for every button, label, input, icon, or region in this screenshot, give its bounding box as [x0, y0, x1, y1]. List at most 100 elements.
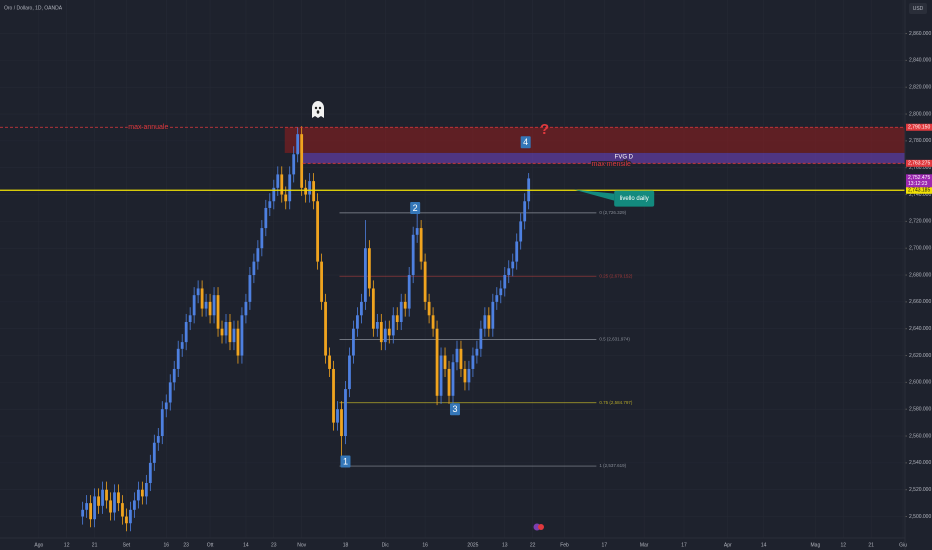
candle-body — [236, 328, 240, 356]
x-tick-label: 21 — [868, 542, 874, 548]
y-tick-label: 2,840.000 — [909, 58, 931, 64]
candle-body — [471, 355, 475, 369]
currency-box[interactable] — [909, 3, 927, 14]
candle-body — [140, 489, 144, 497]
candle-body — [423, 261, 427, 302]
candle-body — [85, 503, 89, 510]
ghost-body — [312, 101, 324, 118]
zone-label: FVG D — [615, 155, 634, 161]
candle-body — [523, 201, 527, 222]
price-tag — [906, 123, 932, 131]
candle-body — [240, 315, 244, 356]
y-tick-label: 2,600.000 — [909, 380, 931, 386]
x-tick-label: 2025 — [467, 542, 478, 548]
candle-body — [121, 503, 124, 517]
candle-body — [447, 368, 451, 396]
candle-body — [375, 321, 379, 329]
x-tick-label: Mag — [811, 542, 821, 548]
x-tick-label: 23 — [183, 542, 189, 548]
candle-body — [320, 261, 323, 302]
y-tick-label: 2,660.000 — [909, 299, 931, 305]
candle-body — [336, 409, 339, 423]
candle-body — [403, 301, 407, 309]
candle-body — [208, 301, 212, 316]
x-tick-label: Giu — [899, 542, 907, 548]
candle-body — [280, 174, 284, 195]
candle-body — [427, 301, 431, 316]
candle-body — [97, 496, 100, 506]
marker-label: 1 — [343, 456, 348, 466]
candle-body — [439, 355, 443, 396]
candle-body — [260, 228, 264, 249]
price-tag — [906, 159, 932, 167]
currency[interactable]: USD — [913, 6, 924, 12]
candle-body — [348, 355, 351, 390]
candle-body — [443, 355, 447, 369]
candle-body — [415, 228, 419, 235]
y-tick-label: 2,520.000 — [909, 487, 931, 493]
y-tick-label: 2,860.000 — [909, 31, 931, 37]
candle-body — [379, 321, 383, 343]
candle-body — [224, 321, 228, 336]
candle-body — [268, 201, 272, 208]
candle-body — [455, 348, 459, 363]
last-price-tag — [906, 174, 932, 188]
last-price-label: 2,752.475 — [908, 175, 930, 181]
marker-label: 4 — [523, 137, 528, 147]
candle-body — [136, 489, 140, 501]
candle-body — [216, 295, 220, 329]
y-tick-label: 2,720.000 — [909, 219, 931, 225]
level-name: max mensile — [592, 161, 631, 168]
candle-body — [324, 301, 327, 356]
callout-label: livello daily — [620, 196, 649, 202]
x-tick-label: 16 — [422, 542, 428, 548]
candle-body — [200, 288, 204, 309]
candle-body — [387, 328, 391, 336]
x-tick-label: 12 — [64, 542, 70, 548]
x-tick-label: 12 — [840, 542, 846, 548]
candle-body — [288, 174, 292, 202]
candle-body — [475, 348, 479, 356]
candle-body — [276, 174, 280, 188]
candle-body — [352, 328, 355, 356]
candle-body — [188, 315, 192, 322]
x-tick-label: 17 — [602, 542, 608, 548]
candle-body — [180, 342, 184, 349]
candle-body — [133, 500, 136, 510]
candle-body — [371, 288, 375, 329]
candle-body — [152, 442, 156, 463]
candle-body — [411, 234, 415, 276]
candle-body — [487, 315, 491, 329]
candle-body — [244, 301, 248, 316]
candle-body — [89, 503, 92, 520]
candle-body — [491, 301, 495, 329]
candle-body — [252, 261, 256, 276]
marker-label: 2 — [413, 203, 418, 213]
event-dot[interactable] — [538, 524, 544, 530]
price-tag-label: 2,790.150 — [908, 125, 930, 131]
x-tick-label: 16 — [163, 542, 169, 548]
zone — [284, 127, 906, 153]
candle-body — [192, 295, 196, 316]
candle-body — [220, 328, 224, 336]
candle-body — [399, 301, 403, 322]
ghost-icon — [312, 101, 324, 118]
x-tick-label: 21 — [92, 542, 98, 548]
fib-label: 0.5 (2,631.974) — [599, 337, 630, 342]
plot: FVG D 0 (2,726.329) 0.25 (2,679.152) 0.5 (2… — [0, 121, 906, 532]
candle-body — [212, 295, 216, 316]
candle-body — [340, 409, 343, 437]
candle-body — [451, 362, 455, 396]
x-tick-label: Set — [123, 542, 131, 548]
y-tick-label: 2,760.000 — [909, 165, 931, 171]
candle-body — [113, 492, 116, 513]
candle-body — [495, 295, 499, 302]
y-tick-label: 2,700.000 — [909, 246, 931, 252]
candle-body — [129, 509, 132, 524]
x-tick-label: 13 — [502, 542, 508, 548]
question-mark: ? — [540, 121, 549, 138]
x-tick-label: 17 — [681, 542, 687, 548]
x-tick-label: 22 — [530, 542, 536, 548]
candle-body — [125, 516, 128, 524]
